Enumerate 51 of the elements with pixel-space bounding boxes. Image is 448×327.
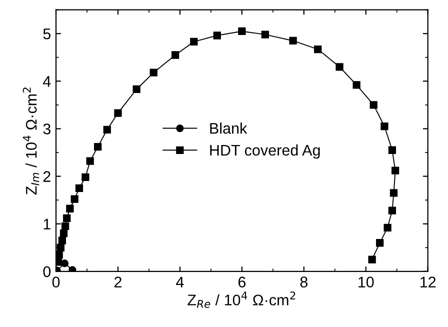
x-tick-label: 0 (52, 276, 60, 288)
point (376, 239, 384, 247)
point (314, 45, 322, 54)
point (352, 81, 360, 89)
point (82, 173, 90, 182)
point (66, 204, 74, 212)
point (370, 101, 378, 109)
y-tick-label: 2 (43, 171, 50, 182)
x-tick-label: 12 (420, 276, 436, 288)
x-tick-label: 6 (238, 276, 246, 288)
legend-label: HDT covered Ag (210, 144, 320, 159)
point (261, 30, 269, 38)
point (70, 195, 78, 203)
point (94, 142, 102, 151)
x-tick-label: 4 (176, 276, 184, 288)
point (60, 230, 68, 238)
y-tick-label: 5 (43, 28, 50, 40)
point (56, 244, 64, 252)
x-tick-label: 2 (114, 276, 122, 288)
x-axis-title: Z$_{Re}$ / 10$^{4}$ Ω·cm$^{2}$ (188, 291, 296, 308)
y-tick-label: 4 (42, 76, 51, 87)
point (388, 206, 396, 214)
legend-label: Blank (210, 122, 248, 134)
point (368, 256, 376, 264)
point (391, 166, 400, 174)
point (63, 214, 71, 222)
point (150, 68, 158, 76)
point (190, 38, 198, 46)
point (213, 32, 221, 40)
point (380, 122, 388, 130)
point (238, 27, 246, 36)
point (114, 109, 122, 117)
y-axis-title: Z$_{Im}$ / 10$^{4}$ Ω·cm$^{2}$ (22, 88, 40, 195)
point (75, 184, 84, 192)
y-tick-label: 0 (43, 266, 51, 278)
point (289, 36, 297, 45)
y-tick-label: 1 (44, 218, 50, 230)
point (132, 85, 140, 94)
y-tick-label: 3 (43, 124, 50, 134)
point (390, 189, 398, 197)
x-tick-label: 10 (358, 276, 374, 288)
point (171, 51, 180, 59)
point (388, 146, 396, 154)
point (58, 236, 66, 244)
point (61, 222, 70, 230)
x-tick-label: 8 (300, 276, 308, 288)
point (103, 126, 111, 134)
point (86, 157, 94, 165)
point (336, 63, 344, 71)
point (56, 250, 63, 259)
point (384, 224, 392, 232)
